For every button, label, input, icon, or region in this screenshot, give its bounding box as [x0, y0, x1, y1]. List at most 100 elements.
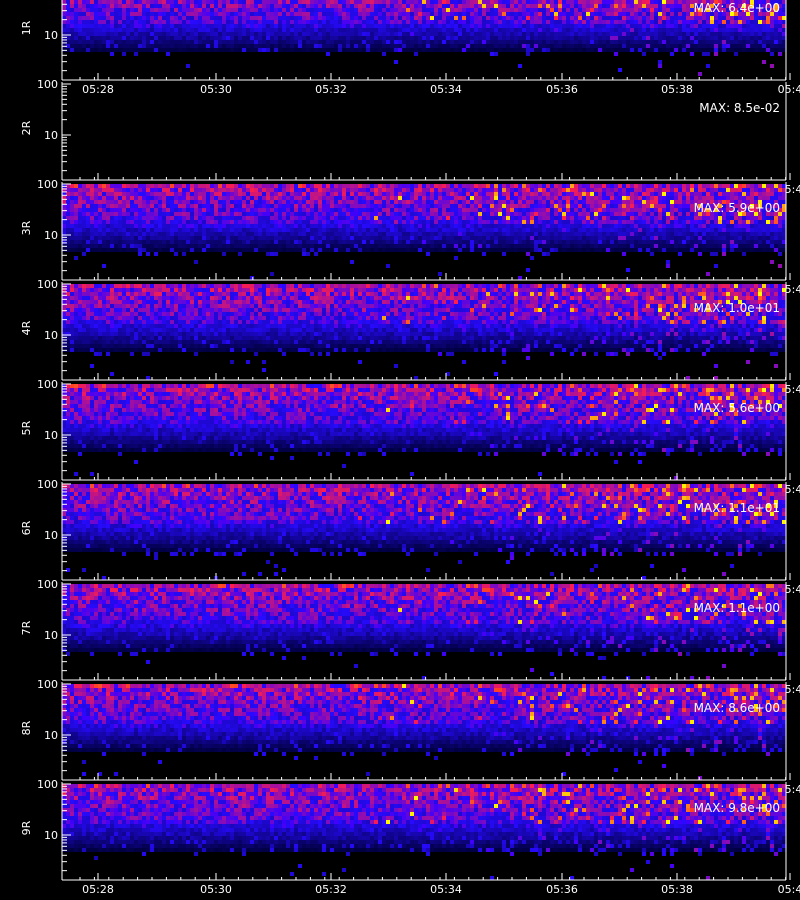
- heatmap-cell: [98, 8, 102, 12]
- heatmap-cell: [366, 0, 370, 4]
- heatmap-cell: [294, 40, 298, 44]
- heatmap-cell: [618, 40, 622, 44]
- heatmap-cell: [90, 20, 94, 24]
- x-tick-label: 05:34: [430, 83, 462, 96]
- heatmap-cell: [486, 40, 490, 44]
- heatmap-cell: [382, 4, 386, 8]
- heatmap-cell: [142, 232, 146, 236]
- heatmap-cell: [206, 184, 210, 188]
- heatmap-cell: [214, 20, 218, 24]
- heatmap-cell: [302, 36, 306, 40]
- heatmap-cell: [494, 8, 498, 12]
- heatmap-cell: [542, 16, 546, 20]
- heatmap-cell: [338, 40, 342, 44]
- heatmap-cell: [590, 32, 594, 36]
- heatmap-cell: [614, 36, 618, 40]
- heatmap-cell: [314, 40, 318, 44]
- heatmap-cell: [618, 4, 622, 8]
- heatmap-cell: [266, 32, 270, 36]
- heatmap-cell: [154, 244, 158, 248]
- heatmap-cell: [86, 220, 90, 224]
- heatmap-cell: [634, 28, 638, 32]
- heatmap-cell: [762, 28, 766, 32]
- heatmap-cell: [426, 0, 430, 4]
- heatmap-cell: [182, 244, 186, 248]
- heatmap-cell: [398, 48, 402, 52]
- heatmap-cell: [590, 40, 594, 44]
- heatmap-cell: [158, 24, 162, 28]
- heatmap-cell: [222, 20, 226, 24]
- heatmap-cell: [222, 44, 226, 48]
- heatmap-cell: [198, 228, 202, 232]
- heatmap-cell: [498, 40, 502, 44]
- heatmap-cell: [630, 12, 634, 16]
- heatmap-cell: [306, 44, 310, 48]
- heatmap-cell: [162, 0, 166, 4]
- heatmap-cell: [630, 44, 634, 48]
- heatmap-cell: [274, 20, 278, 24]
- heatmap-cell: [162, 244, 166, 248]
- heatmap-cell: [594, 32, 598, 36]
- heatmap-cell: [182, 216, 186, 220]
- heatmap-cell: [510, 24, 514, 28]
- heatmap-cell: [198, 24, 202, 28]
- heatmap-cell: [322, 8, 326, 12]
- heatmap-cell: [730, 28, 734, 32]
- heatmap-cell: [442, 4, 446, 8]
- heatmap-cell: [338, 16, 342, 20]
- heatmap-cell: [234, 20, 238, 24]
- heatmap-cell: [210, 20, 214, 24]
- heatmap-cell: [222, 32, 226, 36]
- heatmap-cell: [198, 188, 202, 192]
- heatmap-cell: [206, 32, 210, 36]
- heatmap-cell: [206, 24, 210, 28]
- heatmap-cell: [70, 208, 74, 212]
- heatmap-cell: [154, 0, 158, 4]
- heatmap-cell: [502, 12, 506, 16]
- heatmap-cell: [86, 232, 90, 236]
- heatmap-cell: [290, 44, 294, 48]
- heatmap-cell: [518, 40, 522, 44]
- heatmap-cell: [570, 44, 574, 48]
- heatmap-cell: [350, 20, 354, 24]
- heatmap-cell: [122, 208, 126, 212]
- heatmap-cell: [318, 32, 322, 36]
- heatmap-cell: [210, 244, 214, 248]
- heatmap-cell: [102, 236, 106, 240]
- heatmap-cell: [70, 212, 74, 216]
- heatmap-cell: [414, 44, 418, 48]
- heatmap-cell: [634, 32, 638, 36]
- heatmap-cell: [154, 16, 158, 20]
- heatmap-cell: [158, 36, 162, 40]
- heatmap-cell: [626, 36, 630, 40]
- heatmap-cell: [198, 208, 202, 212]
- heatmap-cell: [370, 4, 374, 8]
- heatmap-cell: [150, 192, 154, 196]
- heatmap-cell: [94, 20, 98, 24]
- heatmap-cell: [450, 28, 454, 32]
- heatmap-cell: [574, 40, 578, 44]
- heatmap-cell: [466, 20, 470, 24]
- heatmap-cell: [482, 16, 486, 20]
- heatmap-cell: [510, 16, 514, 20]
- heatmap-cell: [650, 4, 654, 8]
- x-tick-label: 05:36: [546, 83, 578, 96]
- heatmap-cell: [122, 28, 126, 32]
- heatmap-cell: [450, 8, 454, 12]
- heatmap-cell: [94, 212, 98, 216]
- heatmap-cell: [226, 8, 230, 12]
- heatmap-cell: [686, 36, 690, 40]
- heatmap-cell: [186, 200, 190, 204]
- heatmap-cell: [678, 36, 682, 40]
- heatmap-cell: [130, 232, 134, 236]
- heatmap-cell: [710, 32, 714, 36]
- heatmap-cell: [126, 48, 130, 52]
- heatmap-cell: [118, 204, 122, 208]
- heatmap-cell: [138, 40, 142, 44]
- heatmap-cell: [214, 188, 218, 192]
- heatmap-cell: [86, 16, 90, 20]
- heatmap-cell: [130, 44, 134, 48]
- heatmap-cell: [138, 48, 142, 52]
- heatmap-cell: [602, 48, 606, 52]
- heatmap-cell: [778, 24, 782, 28]
